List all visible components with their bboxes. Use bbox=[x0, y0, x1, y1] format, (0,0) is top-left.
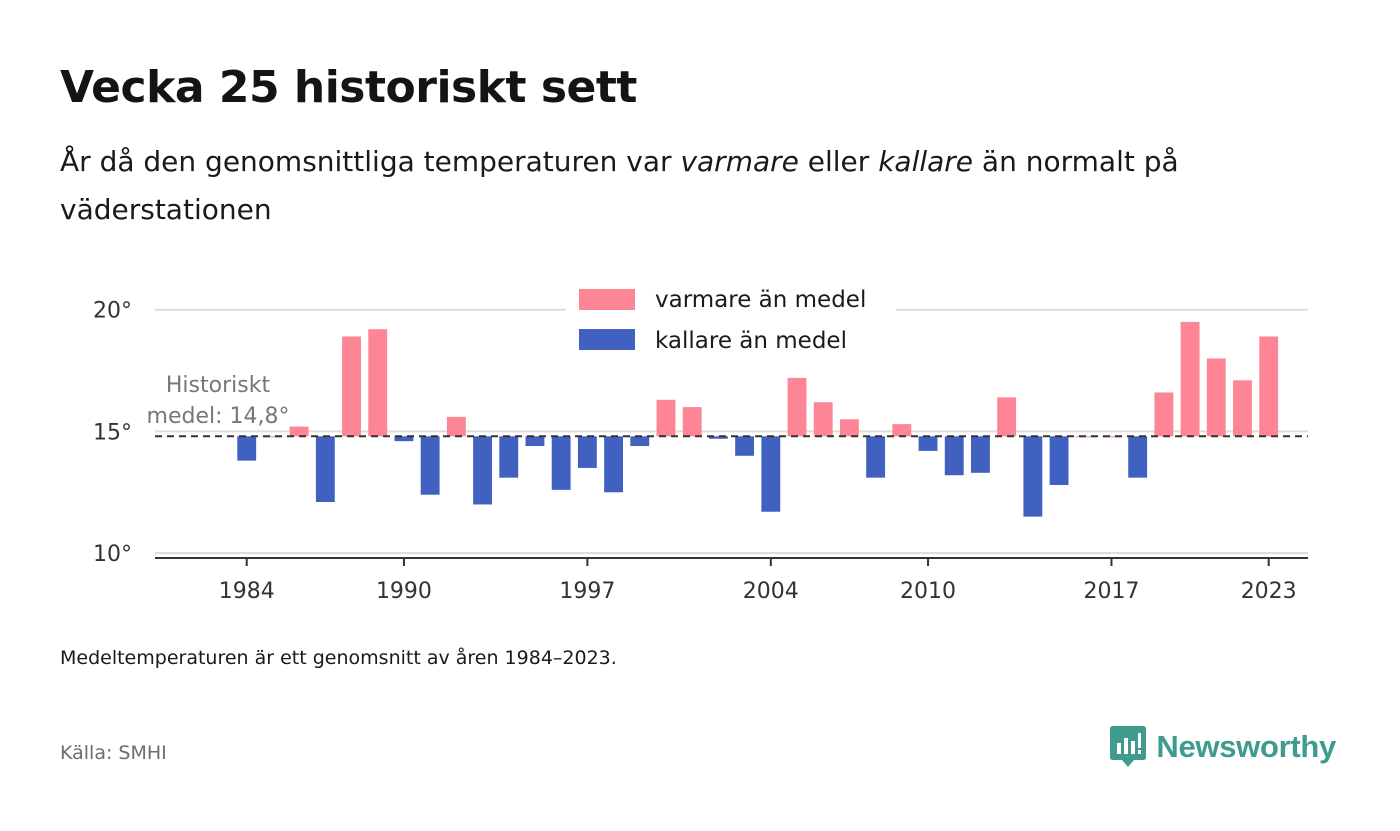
legend-label-cold: kallare än medel bbox=[655, 328, 847, 354]
bar-2023 bbox=[1259, 336, 1279, 437]
bar-2014 bbox=[1023, 436, 1043, 517]
bar-2007 bbox=[839, 419, 859, 437]
subtitle-warm-word: varmare bbox=[680, 145, 799, 178]
bar-2005 bbox=[787, 377, 807, 437]
bar-2004 bbox=[761, 436, 781, 512]
baseline-label-line2: medel: 14,8° bbox=[147, 404, 290, 429]
bar-2008 bbox=[866, 436, 886, 478]
bar-1987 bbox=[315, 436, 335, 503]
bar-2017 bbox=[1102, 436, 1121, 438]
bar-2021 bbox=[1206, 358, 1226, 437]
bar-1985 bbox=[263, 436, 283, 438]
bar-2019 bbox=[1154, 392, 1174, 437]
baseline-label-line1: Historiskt bbox=[166, 373, 271, 398]
legend-swatch-warm bbox=[579, 289, 635, 310]
x-tick-label: 2004 bbox=[743, 579, 799, 604]
y-tick-label: 15° bbox=[93, 420, 132, 445]
chart-source: Källa: SMHI bbox=[60, 742, 167, 764]
x-tick-label: 2023 bbox=[1241, 579, 1297, 604]
legend-swatch-cold bbox=[579, 329, 635, 350]
bar-2011 bbox=[944, 436, 964, 476]
bar-2003 bbox=[735, 436, 755, 456]
chart-title: Vecka 25 historiskt sett bbox=[60, 62, 637, 113]
bar-1990 bbox=[394, 436, 414, 442]
bar-1998 bbox=[604, 436, 624, 493]
bar-1991 bbox=[420, 436, 440, 495]
y-tick-label: 20° bbox=[93, 299, 132, 324]
bar-1988 bbox=[342, 336, 361, 437]
bar-2020 bbox=[1180, 321, 1200, 437]
chart-footnote: Medeltemperaturen är ett genomsnitt av å… bbox=[60, 647, 617, 669]
bar-2006 bbox=[813, 402, 833, 437]
bar-2013 bbox=[997, 397, 1017, 437]
legend-label-warm: varmare än medel bbox=[655, 287, 866, 313]
bar-1995 bbox=[525, 436, 545, 447]
bar-2010 bbox=[918, 436, 938, 451]
y-tick-label: 10° bbox=[93, 542, 132, 567]
x-tick-label: 2010 bbox=[900, 579, 956, 604]
bar-2000 bbox=[656, 399, 676, 437]
subtitle-text: än normalt på väderstationen bbox=[60, 145, 1179, 226]
bar-2022 bbox=[1233, 380, 1252, 437]
bar-2018 bbox=[1128, 436, 1148, 478]
subtitle-cold-word: kallare bbox=[878, 145, 974, 178]
bar-2001 bbox=[682, 407, 702, 437]
x-tick-label: 1984 bbox=[219, 579, 275, 604]
bar-2002 bbox=[708, 436, 728, 439]
bar-1994 bbox=[499, 436, 519, 478]
chart-subtitle: År då den genomsnittliga temperaturen va… bbox=[60, 138, 1320, 234]
x-tick-label: 2017 bbox=[1083, 579, 1139, 604]
newsworthy-logo-icon bbox=[1110, 726, 1147, 767]
bar-1989 bbox=[368, 329, 388, 437]
bar-1999 bbox=[630, 436, 650, 447]
bar-2009 bbox=[892, 424, 912, 437]
bar-2015 bbox=[1049, 436, 1069, 485]
bar-1997 bbox=[577, 436, 597, 468]
brand-name: Newsworthy bbox=[1156, 729, 1336, 764]
subtitle-text: År då den genomsnittliga temperaturen va… bbox=[60, 145, 681, 178]
x-tick-label: 1997 bbox=[559, 579, 615, 604]
bar-1986 bbox=[289, 426, 309, 437]
bar-1984 bbox=[237, 436, 257, 461]
bar-2012 bbox=[971, 436, 990, 473]
bar-1992 bbox=[446, 416, 466, 437]
bar-1996 bbox=[551, 436, 571, 490]
x-tick-label: 1990 bbox=[376, 579, 432, 604]
brand-logo: Newsworthy bbox=[1110, 726, 1336, 768]
subtitle-text: eller bbox=[798, 145, 879, 178]
bar-1993 bbox=[473, 436, 492, 505]
